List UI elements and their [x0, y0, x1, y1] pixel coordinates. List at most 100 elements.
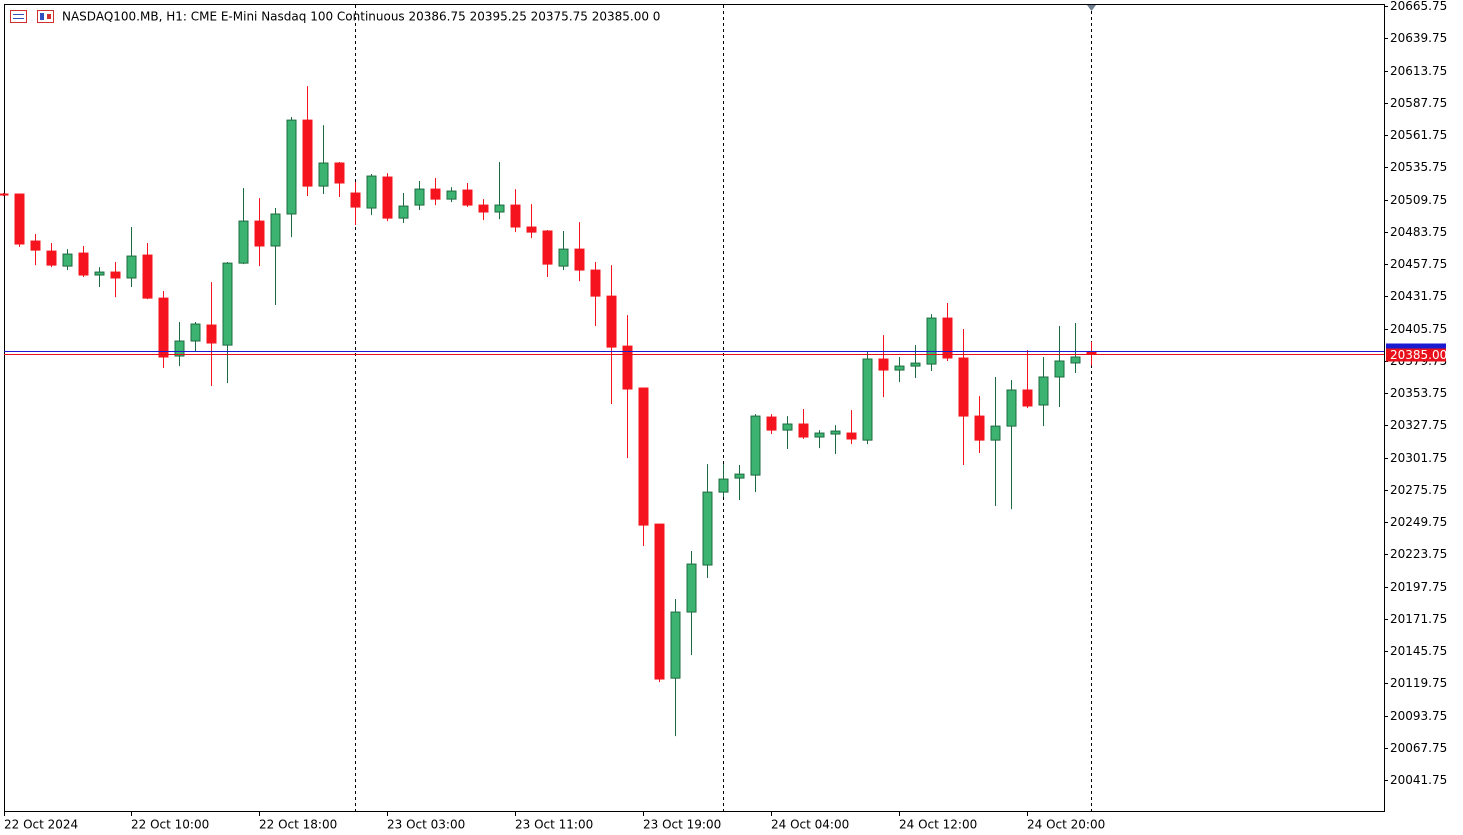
y-tick-label: 20613.75 [1390, 64, 1447, 78]
y-tick-label: 20509.75 [1390, 193, 1447, 207]
candle-body [750, 415, 761, 476]
candle-body [718, 478, 729, 493]
y-tick-label: 20301.75 [1390, 451, 1447, 465]
candle-body [638, 387, 649, 526]
candle-body [190, 323, 201, 342]
candle-body [398, 205, 409, 219]
candle-body [78, 252, 89, 276]
candle-body [830, 430, 841, 435]
chart-title: NASDAQ100.MB, H1: CME E-Mini Nasdaq 100 … [62, 10, 660, 24]
candle-body [94, 271, 105, 276]
icon [10, 10, 27, 23]
candle-body [222, 262, 233, 346]
candle-body [558, 248, 569, 267]
y-tick-label: 20223.75 [1390, 547, 1447, 561]
candle-body [894, 365, 905, 371]
candle-body [350, 192, 361, 208]
y-tick-label: 20249.75 [1390, 515, 1447, 529]
x-tick-label: 22 Oct 2024 [4, 818, 78, 832]
x-tick-label: 23 Oct 19:00 [643, 818, 721, 832]
candle-body [414, 188, 425, 206]
candle-body [1070, 356, 1081, 364]
candle-body [1006, 389, 1017, 427]
x-tick-label: 24 Oct 04:00 [771, 818, 849, 832]
candle-body [974, 415, 985, 441]
candle-body [462, 189, 473, 206]
candle-body [366, 175, 377, 209]
period-separators [355, 5, 1096, 811]
candle-body [766, 416, 777, 431]
y-tick-label: 20041.75 [1390, 773, 1447, 787]
y-tick-label: 20431.75 [1390, 289, 1447, 303]
x-tick-label: 22 Oct 10:00 [131, 818, 209, 832]
candle-body [862, 358, 873, 441]
candle-body [702, 491, 713, 566]
icon [37, 10, 54, 23]
ask-price-box [1386, 343, 1446, 352]
candle-body [1022, 389, 1033, 407]
candle-body [382, 176, 393, 219]
candle-body [686, 563, 697, 613]
candle-body [510, 204, 521, 228]
y-tick-label: 20275.75 [1390, 483, 1447, 497]
candle-body [318, 162, 329, 187]
y-tick-label: 20457.75 [1390, 257, 1447, 271]
y-tick-label: 20145.75 [1390, 644, 1447, 658]
candle-body [478, 204, 489, 213]
y-tick-label: 20665.75 [1390, 0, 1447, 13]
candle-body [0, 193, 9, 196]
plot-frame [4, 4, 1385, 812]
candle-body [270, 213, 281, 247]
candle-body [1038, 376, 1049, 406]
candle-body [798, 423, 809, 438]
bid-price-box [1386, 348, 1446, 362]
candle-body [926, 317, 937, 365]
candle-body [958, 357, 969, 417]
candle-body [206, 324, 217, 344]
candle-body [142, 254, 153, 299]
candle-body [62, 253, 73, 267]
header-icons [10, 10, 54, 23]
candle-body [302, 119, 313, 187]
candle-body [334, 162, 345, 184]
x-tick-label: 23 Oct 11:00 [515, 818, 593, 832]
candle-body [670, 611, 681, 679]
current-bar-marker [1087, 5, 1096, 11]
candle-body [446, 190, 457, 200]
candle-body [14, 193, 25, 245]
candle-body [782, 423, 793, 431]
y-tick-label: 20067.75 [1390, 741, 1447, 755]
candle-body [430, 188, 441, 200]
candle-body [574, 248, 585, 271]
candle-body [174, 340, 185, 357]
candle-body [158, 297, 169, 358]
icon-bar [47, 14, 51, 19]
candle-body [910, 362, 921, 367]
candle-body [110, 271, 121, 279]
candle-body [526, 226, 537, 233]
x-tick-label: 22 Oct 18:00 [259, 818, 337, 832]
candle-body [494, 204, 505, 213]
candle-body [942, 317, 953, 359]
candle-body [846, 432, 857, 440]
candle-body [878, 358, 889, 371]
candle-body [254, 220, 265, 247]
y-tick-label: 20561.75 [1390, 128, 1447, 142]
x-tick-label: 24 Oct 20:00 [1027, 818, 1105, 832]
candle-body [238, 220, 249, 264]
y-tick-label: 20639.75 [1390, 31, 1447, 45]
bid-price-label: 20385.00 [1390, 348, 1447, 362]
candle-body [622, 345, 633, 390]
y-tick-label: 20327.75 [1390, 418, 1447, 432]
y-tick-label: 20405.75 [1390, 322, 1447, 336]
y-tick-label: 20535.75 [1390, 160, 1447, 174]
y-tick-label: 20119.75 [1390, 676, 1447, 690]
candle-body [1086, 351, 1097, 355]
candle-body [1054, 360, 1065, 378]
x-tick-label: 24 Oct 12:00 [899, 818, 977, 832]
y-tick-label: 20197.75 [1390, 580, 1447, 594]
y-tick-label: 20483.75 [1390, 225, 1447, 239]
y-tick-label: 20171.75 [1390, 612, 1447, 626]
